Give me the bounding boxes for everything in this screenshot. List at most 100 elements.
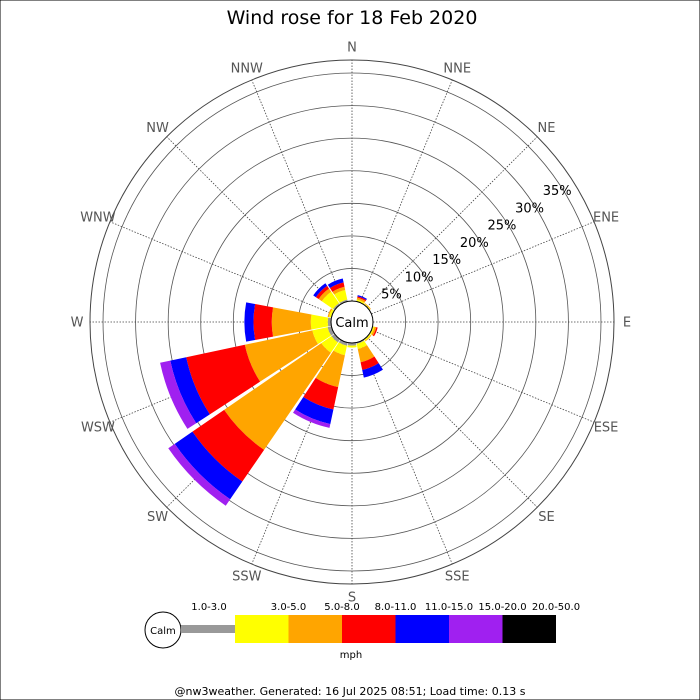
wind-bar-segment [224,343,331,450]
wind-bar-segment [364,303,371,310]
wind-bar-segment [327,317,332,327]
direction-label: E [623,316,631,331]
wind-bar-segment [333,303,341,311]
wind-bar-segment [334,289,348,303]
legend-swatch [395,615,449,643]
wind-bar-segment [244,330,318,382]
wind-bar-segment [310,314,329,330]
calm-center: Calm [330,300,374,344]
legend-swatch [181,625,235,633]
wind-bar-segment [315,285,330,300]
legend-swatch [449,615,503,643]
radial-tick-label: 25% [487,219,516,234]
direction-label: NNE [443,61,471,76]
wind-bar-segment [168,443,231,506]
direction-label: SSE [445,570,470,585]
wind-bar-segment [321,291,339,309]
direction-label: WNW [80,210,116,225]
legend-swatch [288,615,342,643]
calm-label: Calm [335,316,368,331]
legend-bin-label: 20.0-50.0 [532,602,580,613]
wind-bar-segment [356,297,366,303]
wind-bar-segment [347,345,357,348]
wind-bar-segment [293,409,331,428]
wind-bars [160,278,383,506]
wind-bar-segment [321,336,338,353]
direction-label: SE [538,510,554,525]
wind-bar-segment [174,431,243,500]
wind-bar-segment [372,327,378,337]
wind-bar-segment [192,409,265,482]
wind-bar-segment [295,396,334,425]
wind-bar-segment [186,344,261,415]
direction-label: NNW [231,61,263,76]
legend-bin-label: 1.0-3.0 [191,602,226,613]
wind-bar-segment [329,282,345,292]
direction-label: SSW [232,570,262,585]
direction-label: NW [146,121,169,136]
direction-spoke [359,79,453,303]
wind-bar-segment [364,303,371,310]
footer-text: @nw3weather. Generated: 16 Jul 2025 08:5… [175,685,526,698]
grid-ring [102,72,602,572]
radial-tick-label: 35% [543,184,572,199]
direction-spoke [251,79,345,303]
direction-spoke [166,136,338,308]
direction-spoke [109,221,333,315]
wind-bar-segment [356,340,367,349]
direction-spoke [371,329,595,423]
radial-tick-label: 15% [432,253,461,268]
calm-circle [330,300,374,344]
wind-bar-segment [332,286,346,295]
wind-bar-segment [327,278,344,288]
wind-bar-segment [331,333,341,343]
wind-bar-segment [370,326,375,335]
legend-unit: mph [340,650,362,661]
wind-bar-segment [356,299,365,304]
direction-label: ENE [593,210,619,225]
direction-spoke [366,336,538,508]
legend-bin-label: 8.0-11.0 [375,602,417,613]
radial-tick-label: 20% [460,236,489,251]
wind-bar-segment [315,350,345,388]
legend: Calm 1.0-3.0 3.0-5.0 5.0-8.0 8.0-11.0 11.0-1… [144,602,580,661]
direction-spoke [371,221,595,315]
direction-label: WSW [81,421,115,436]
wind-bar-segment [357,345,375,363]
legend-swatch [502,615,556,643]
radial-tick-label: 10% [405,270,434,285]
direction-label: NE [537,121,555,136]
direction-label: W [71,316,84,331]
wind-bar-segment [313,283,328,298]
legend-bin-label: 3.0-5.0 [271,602,306,613]
wind-bar-segment [253,304,274,340]
direction-spoke [359,341,453,565]
wind-bar-segment [312,327,332,345]
direction-label: N [347,41,357,56]
wind-bar-segment [364,334,371,341]
legend-bin-label: 11.0-15.0 [425,602,473,613]
grid-ring [232,202,472,442]
legend-swatch [235,615,289,643]
wind-bar-segment [338,339,348,346]
radial-tick-labels: 5%10% 15% 20% 25% 30% 35% [381,184,571,303]
wind-bar-segment [327,308,333,318]
direction-labels: N NNE NE ENE E ESE SE SSE S SSW SW WSW W WNW NW NNW [71,41,632,606]
direction-spoke [366,136,538,308]
legend-swatch [342,615,396,643]
radial-tick-label: 30% [515,201,544,216]
wind-bar-segment [318,288,332,302]
wind-bar-segment [333,342,347,356]
wind-bar-segment [303,377,339,410]
wind-bar-segment [357,296,367,302]
legend-calm-label: Calm [150,626,176,637]
wind-bar-segment [170,357,210,424]
wind-bar-segment [357,295,367,301]
direction-label: ESE [594,421,619,436]
wind-bar-segment [360,356,379,370]
wind-bar-segment [328,309,334,318]
wind-bar-segment [371,326,377,336]
radial-tick-label: 5% [381,288,402,303]
